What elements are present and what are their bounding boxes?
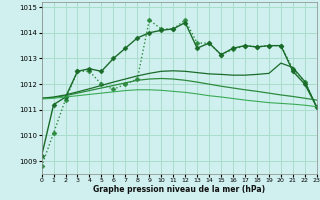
X-axis label: Graphe pression niveau de la mer (hPa): Graphe pression niveau de la mer (hPa) xyxy=(93,185,265,194)
